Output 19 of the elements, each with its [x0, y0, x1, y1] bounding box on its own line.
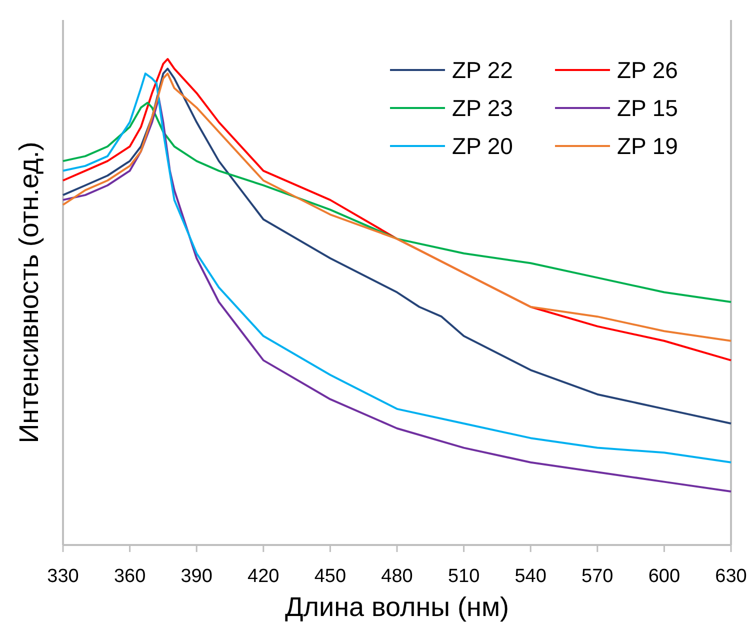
x-tick-label: 330 — [47, 566, 79, 587]
legend-label: ZP 26 — [617, 57, 678, 83]
y-axis-title: Интенсивность (отн.ед.) — [14, 142, 44, 444]
legend-label: ZP 15 — [617, 95, 678, 121]
x-tick-label: 480 — [381, 566, 413, 587]
legend-label: ZP 22 — [452, 57, 513, 83]
legend-label: ZP 19 — [617, 133, 678, 159]
x-tick-label: 360 — [114, 566, 146, 587]
legend-label: ZP 20 — [452, 133, 513, 159]
x-tick-label: 510 — [448, 566, 480, 587]
x-tick-label: 600 — [648, 566, 680, 587]
x-tick-label: 540 — [514, 566, 546, 587]
x-tick-label: 450 — [314, 566, 346, 587]
x-tick-label: 570 — [582, 566, 614, 587]
x-tick-label: 390 — [180, 566, 212, 587]
x-tick-label: 630 — [715, 566, 747, 587]
x-tick-label: 420 — [248, 566, 280, 587]
x-axis-title: Длина волны (нм) — [284, 592, 510, 622]
legend-label: ZP 23 — [452, 95, 513, 121]
